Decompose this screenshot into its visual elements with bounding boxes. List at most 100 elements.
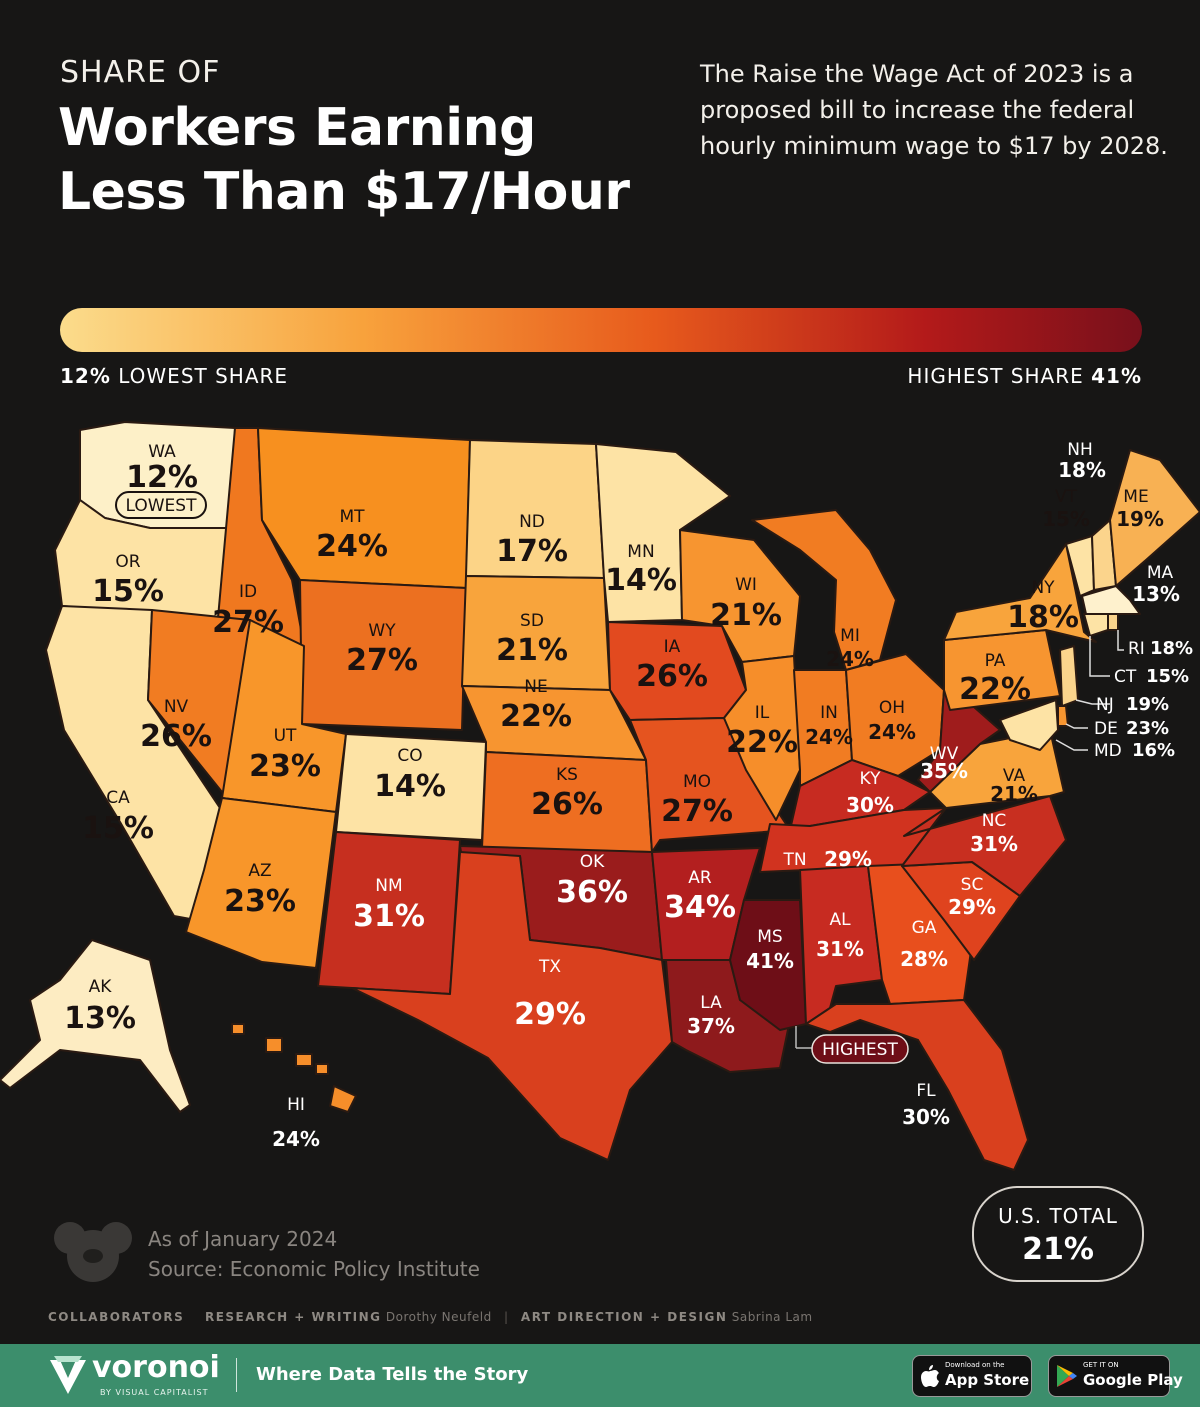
state-code: LA (700, 993, 722, 1013)
state-code: MS (757, 927, 782, 947)
state-label-nj: NJ 19% (1096, 694, 1169, 715)
state-label-tx: TX 29% (514, 957, 586, 1032)
state-value: 14% (374, 769, 446, 804)
state-code: AR (688, 868, 712, 888)
title-eyebrow: SHARE OF (60, 55, 221, 90)
state-code: TX (538, 957, 561, 977)
state-code: WY (368, 621, 396, 641)
state-code: AK (89, 977, 113, 997)
page-title: Workers Earning Less Than $17/Hour (58, 96, 630, 224)
state-code: NE (524, 677, 547, 697)
state-code: AZ (248, 861, 271, 881)
state-label-nm: NM 31% (353, 876, 425, 934)
state-label-az: AZ 23% (224, 861, 296, 919)
state-code: HI (287, 1095, 305, 1115)
state-label-de: DE 23% (1094, 718, 1169, 739)
state-code: GA (912, 918, 937, 938)
state-value: 18% (1150, 638, 1193, 659)
state-label-ok: OK 36% (556, 852, 628, 910)
state-label-md: MD 16% (1094, 740, 1175, 761)
state-value: 36% (556, 875, 628, 910)
brand-name[interactable]: voronoi (92, 1350, 220, 1385)
state-value: 27% (661, 794, 733, 829)
state-code: MD (1094, 741, 1122, 761)
credits-research-label: RESEARCH + WRITING (204, 1310, 382, 1324)
state-value: 26% (140, 719, 212, 754)
source-note: Source: Economic Policy Institute (148, 1257, 480, 1281)
state-code: OH (879, 698, 905, 718)
state-value: 23% (1126, 718, 1169, 739)
highest-callout-text: HIGHEST (822, 1040, 898, 1060)
state-md (999, 699, 1059, 751)
scale-high-text: HIGHEST SHARE (907, 364, 1084, 388)
voronoi-logo-icon (50, 1356, 86, 1394)
lowest-callout-text: LOWEST (126, 496, 198, 516)
state-ak (0, 939, 191, 1113)
state-code: CO (397, 746, 422, 766)
google-play-button[interactable]: GET IT ON Google Play (1048, 1355, 1183, 1397)
state-de (1057, 705, 1069, 727)
state-code: PA (985, 651, 1006, 671)
state-ms (729, 899, 807, 1031)
state-value: 30% (902, 1105, 950, 1129)
us-total-value: 21% (1022, 1232, 1094, 1267)
state-hi (231, 1023, 357, 1113)
state-code: CT (1114, 667, 1137, 687)
state-code: MT (339, 507, 365, 527)
state-value: 21% (990, 782, 1038, 806)
title-line-1: Workers Earning (58, 98, 536, 158)
state-value: 35% (920, 759, 968, 783)
state-value: 24% (868, 720, 916, 744)
highest-callout-box (811, 1034, 909, 1064)
state-code: IN (820, 703, 838, 723)
state-value: 29% (514, 997, 586, 1032)
state-label-ct: CT 15% (1114, 666, 1189, 687)
state-value: 26% (531, 787, 603, 822)
state-code: WA (148, 442, 176, 462)
footer-divider (236, 1358, 237, 1392)
state-code: SC (961, 875, 984, 895)
state-value: 15% (1042, 507, 1090, 531)
us-total-badge: U.S. TOTAL 21% (972, 1186, 1144, 1282)
state-ri (1107, 613, 1119, 631)
state-value: 19% (1126, 694, 1169, 715)
us-total-label: U.S. TOTAL (998, 1204, 1118, 1228)
state-label-tn: TN 29% (782, 847, 871, 871)
state-value: 22% (500, 699, 572, 734)
google-play-small: GET IT ON (1083, 1361, 1119, 1369)
state-code: DE (1094, 719, 1118, 739)
state-code: NM (375, 876, 402, 896)
app-store-button[interactable]: Download on the App Store (912, 1355, 1032, 1397)
state-value: 28% (900, 947, 948, 971)
state-value: 15% (92, 574, 164, 609)
state-nj (1059, 645, 1079, 707)
state-code: SD (520, 611, 544, 631)
state-value: 24% (316, 529, 388, 564)
color-scale-bar (60, 308, 1142, 352)
state-code: NH (1067, 440, 1093, 460)
state-code: MN (627, 542, 654, 562)
credits-collaborators: COLLABORATORS (48, 1310, 185, 1324)
state-value: 29% (824, 847, 872, 871)
state-label-ri: RI 18% (1128, 638, 1193, 659)
scale-high-label: HIGHEST SHARE 41% (907, 364, 1142, 388)
state-value: 31% (816, 937, 864, 961)
state-code: NY (1031, 578, 1055, 598)
google-play-big: Google Play (1083, 1371, 1183, 1389)
